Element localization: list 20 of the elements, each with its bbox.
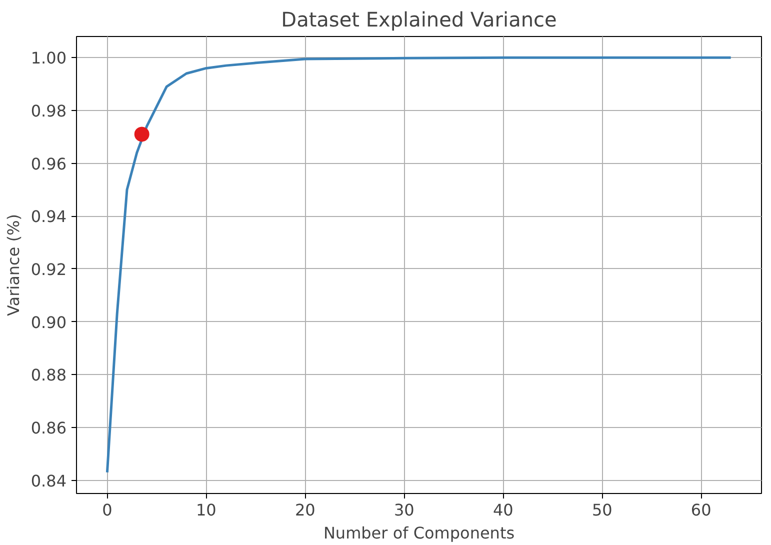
y-axis-title: Variance (%): [4, 214, 23, 316]
x-tick-label: 40: [492, 500, 514, 520]
y-tick-label: 0.84: [30, 471, 66, 490]
y-tick-label: 0.96: [30, 154, 66, 174]
x-tick-label: 10: [196, 500, 216, 520]
chart-title: Dataset Explained Variance: [281, 8, 557, 32]
x-tick-label: 20: [294, 500, 316, 520]
y-tick-label: 0.98: [30, 101, 66, 120]
x-tick-label: 0: [102, 500, 112, 520]
y-tick-label: 0.86: [30, 418, 66, 438]
y-tick-label: 0.94: [30, 207, 66, 226]
x-tick-label: 30: [394, 500, 414, 520]
x-tick-label: 50: [592, 500, 612, 520]
line-series: [106, 56, 732, 474]
x-tick-label: 60: [690, 500, 712, 520]
y-tick-label: 0.88: [30, 366, 66, 385]
y-tick-label: 1.00: [30, 48, 66, 68]
y-tick-label: 0.90: [30, 312, 66, 332]
x-axis-title: Number of Components: [323, 524, 515, 542]
y-tick-label: 0.92: [30, 260, 66, 279]
